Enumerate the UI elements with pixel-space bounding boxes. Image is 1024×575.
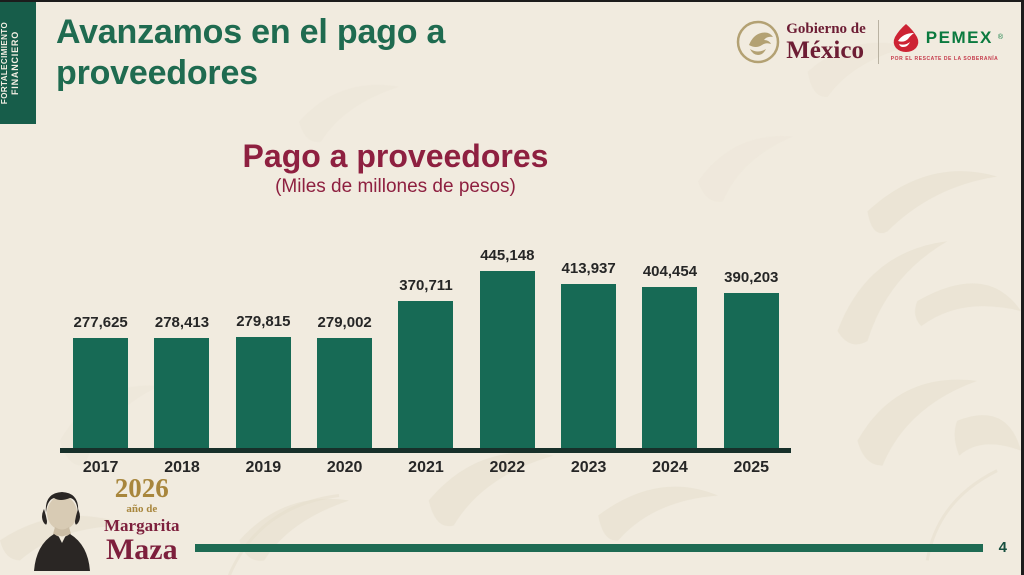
bar-column-2021: 370,711	[385, 238, 466, 450]
bar-2021	[398, 301, 454, 450]
section-tab-label: FORTALECIMIENTO FINANCIERO	[0, 3, 36, 123]
bar-column-2022: 445,148	[467, 238, 548, 450]
maza-badge-text: 2026 año de Margarita Maza	[104, 475, 180, 571]
bar-value-label-2021: 370,711	[399, 277, 453, 294]
slide-title: Avanzamos en el pago a proveedores	[56, 13, 446, 92]
bar-2018	[154, 338, 210, 450]
bar-value-label-2022: 445,148	[480, 247, 535, 264]
x-axis-label-2020: 2020	[326, 459, 363, 476]
x-axis-label-2017: 2017	[82, 459, 119, 476]
pemex-tagline: POR EL RESCATE DE LA SOBERANÍA	[890, 55, 999, 62]
footer-rule	[195, 544, 983, 552]
pemex-logo: PEMEX ® POR EL RESCATE DE LA SOBERANÍA	[891, 23, 1003, 62]
maza-ano-de: año de	[126, 503, 158, 515]
bar-column-2023: 413,937	[548, 238, 629, 450]
bar-2020	[317, 338, 373, 450]
bar-2023	[561, 284, 617, 450]
logo-group: Gobierno de México PEMEX ® POR EL RESCAT…	[736, 20, 1003, 64]
bar-2017	[73, 338, 129, 450]
x-axis-label-2019: 2019	[245, 459, 282, 476]
gobierno-text: Gobierno de México	[786, 20, 866, 64]
chart-title: Pago a proveedores	[242, 138, 549, 174]
bar-column-2024: 404,454	[629, 238, 710, 450]
bar-column-2020: 279,002	[304, 238, 385, 450]
mexico-eagle-seal-icon	[736, 20, 780, 64]
bar-column-2017: 277,625	[60, 238, 141, 450]
bar-2025	[723, 293, 779, 450]
pemex-wordmark: PEMEX	[925, 27, 993, 47]
x-axis-label-2018: 2018	[164, 459, 200, 476]
bar-2022	[479, 271, 535, 450]
x-axis-label-2021: 2021	[408, 459, 444, 476]
bar-value-label-2017: 277,625	[73, 314, 128, 331]
bar-2024	[642, 287, 698, 450]
bar-value-label-2019: 279,815	[236, 313, 291, 330]
pemex-registered-mark: ®	[997, 34, 1003, 41]
maza-year: 2026	[114, 473, 169, 503]
x-axis-labels: 2017 2018 2019 2020 2021 2022 2023 2024 2025	[60, 459, 792, 477]
gobierno-de-mexico-logo: Gobierno de México	[736, 20, 866, 64]
bar-value-label-2018: 278,413	[154, 314, 210, 331]
bar-value-label-2023: 413,937	[561, 260, 616, 277]
bar-column-2025: 390,203	[711, 238, 792, 450]
bar-column-2018: 278,413	[141, 238, 222, 450]
chart-subtitle: (Miles de millones de pesos)	[275, 176, 516, 197]
gobierno-line1: Gobierno de	[786, 20, 866, 37]
bar-chart: 277,625 278,413 279,815 279,002 370,711 445,1…	[60, 238, 792, 450]
bar-value-label-2020: 279,002	[317, 314, 372, 331]
x-axis-label-2025: 2025	[733, 459, 770, 476]
x-axis-label-2022: 2022	[489, 459, 526, 476]
section-tab: FORTALECIMIENTO FINANCIERO	[0, 2, 36, 124]
maza-maza: Maza	[105, 533, 178, 566]
x-axis-label-2023: 2023	[570, 459, 607, 476]
bar-value-label-2025: 390,203	[724, 269, 779, 286]
bar-value-label-2024: 404,454	[642, 263, 698, 280]
x-axis-line	[60, 448, 791, 453]
section-tab-line1: FORTALECIMIENTO	[0, 21, 9, 105]
x-axis-label-2024: 2024	[652, 459, 688, 476]
pemex-emblem-icon	[893, 23, 919, 52]
bar-2019	[235, 337, 291, 450]
maza-year-badge: 2026 año de Margarita Maza	[22, 475, 180, 571]
margarita-maza-portrait	[34, 492, 90, 571]
page-number: 4	[998, 539, 1007, 556]
bar-column-2019: 279,815	[223, 238, 304, 450]
logo-divider	[877, 20, 879, 64]
section-tab-line2: FINANCIERO	[10, 31, 20, 95]
maza-margarita: Margarita	[104, 516, 180, 535]
gobierno-line2: México	[786, 36, 864, 64]
